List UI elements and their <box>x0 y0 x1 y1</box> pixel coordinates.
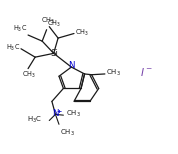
Text: H$_3$C: H$_3$C <box>13 24 27 34</box>
Text: CH$_3$: CH$_3$ <box>75 28 89 38</box>
Text: CH$_3$: CH$_3$ <box>22 69 36 80</box>
Text: H$_3$C: H$_3$C <box>6 43 20 53</box>
Text: CH$_3$: CH$_3$ <box>106 68 121 78</box>
Text: +: + <box>57 109 62 114</box>
Text: CH$_3$: CH$_3$ <box>60 127 75 138</box>
Text: $I^-$: $I^-$ <box>140 66 153 78</box>
Text: N: N <box>53 109 59 118</box>
Text: CH$_3$: CH$_3$ <box>66 109 81 119</box>
Text: H$_3$C: H$_3$C <box>27 115 42 125</box>
Text: CH$_3$: CH$_3$ <box>48 19 61 29</box>
Text: Si: Si <box>51 49 59 58</box>
Text: N: N <box>68 61 75 70</box>
Text: CH$_3$: CH$_3$ <box>41 16 54 26</box>
